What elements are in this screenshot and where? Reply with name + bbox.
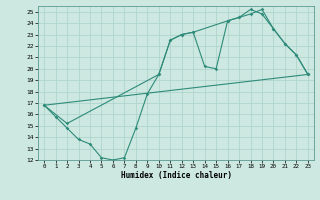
X-axis label: Humidex (Indice chaleur): Humidex (Indice chaleur) <box>121 171 231 180</box>
